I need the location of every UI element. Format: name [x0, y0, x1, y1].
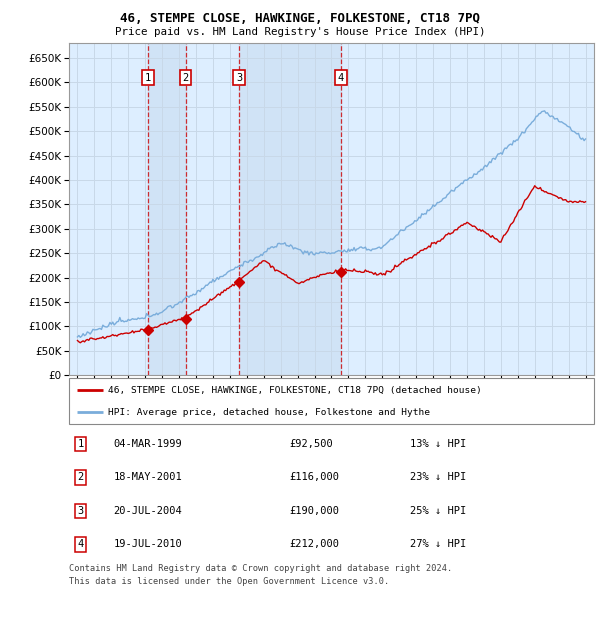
Text: 3: 3 — [77, 506, 83, 516]
Text: £92,500: £92,500 — [290, 439, 333, 449]
Text: Contains HM Land Registry data © Crown copyright and database right 2024.: Contains HM Land Registry data © Crown c… — [69, 564, 452, 574]
Text: 46, STEMPE CLOSE, HAWKINGE, FOLKESTONE, CT18 7PQ (detached house): 46, STEMPE CLOSE, HAWKINGE, FOLKESTONE, … — [109, 386, 482, 395]
Text: 1: 1 — [77, 439, 83, 449]
Text: HPI: Average price, detached house, Folkestone and Hythe: HPI: Average price, detached house, Folk… — [109, 408, 430, 417]
Text: 2: 2 — [182, 73, 188, 82]
Text: 20-JUL-2004: 20-JUL-2004 — [113, 506, 182, 516]
Text: 3: 3 — [236, 73, 242, 82]
Text: 04-MAR-1999: 04-MAR-1999 — [113, 439, 182, 449]
Text: 27% ↓ HPI: 27% ↓ HPI — [410, 539, 467, 549]
Text: 2: 2 — [77, 472, 83, 482]
Text: 23% ↓ HPI: 23% ↓ HPI — [410, 472, 467, 482]
Text: 13% ↓ HPI: 13% ↓ HPI — [410, 439, 467, 449]
Text: 25% ↓ HPI: 25% ↓ HPI — [410, 506, 467, 516]
Text: 18-MAY-2001: 18-MAY-2001 — [113, 472, 182, 482]
Text: 4: 4 — [77, 539, 83, 549]
Text: 46, STEMPE CLOSE, HAWKINGE, FOLKESTONE, CT18 7PQ: 46, STEMPE CLOSE, HAWKINGE, FOLKESTONE, … — [120, 12, 480, 25]
Text: £212,000: £212,000 — [290, 539, 340, 549]
Text: 4: 4 — [338, 73, 344, 82]
Text: 19-JUL-2010: 19-JUL-2010 — [113, 539, 182, 549]
Bar — [148, 43, 185, 375]
Text: £116,000: £116,000 — [290, 472, 340, 482]
FancyBboxPatch shape — [69, 378, 594, 424]
Bar — [239, 43, 341, 375]
Text: 1: 1 — [145, 73, 151, 82]
Text: £190,000: £190,000 — [290, 506, 340, 516]
Text: Price paid vs. HM Land Registry's House Price Index (HPI): Price paid vs. HM Land Registry's House … — [115, 27, 485, 37]
Text: This data is licensed under the Open Government Licence v3.0.: This data is licensed under the Open Gov… — [69, 577, 389, 586]
